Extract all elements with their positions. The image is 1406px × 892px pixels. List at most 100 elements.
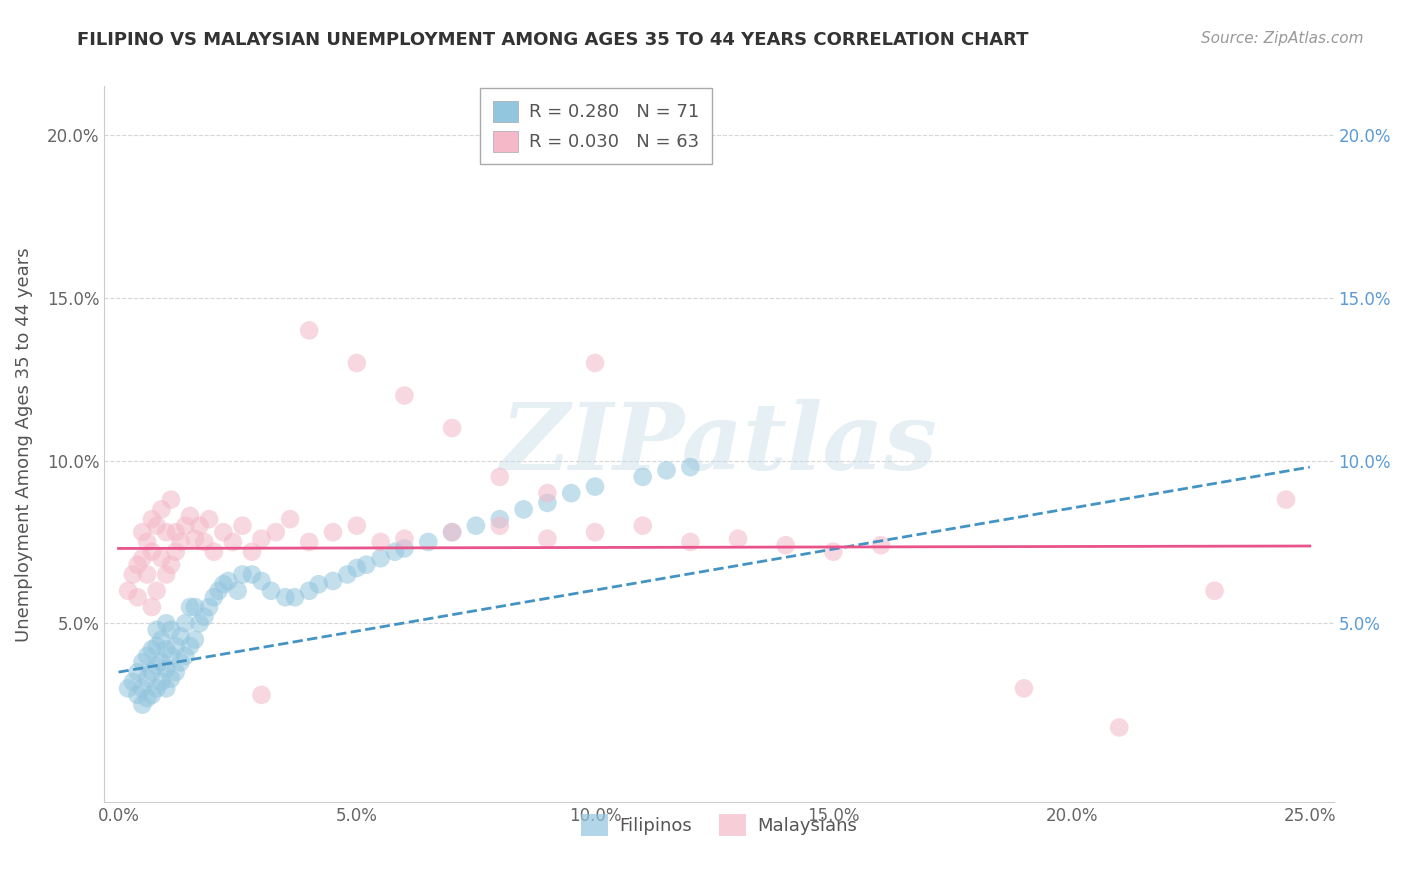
Point xyxy=(226,583,249,598)
Point xyxy=(136,691,159,706)
Point xyxy=(169,656,191,670)
Point xyxy=(160,492,183,507)
Point xyxy=(165,639,187,653)
Point xyxy=(631,470,654,484)
Point xyxy=(418,535,440,549)
Point xyxy=(222,535,245,549)
Point xyxy=(260,583,283,598)
Point xyxy=(655,463,678,477)
Point xyxy=(298,583,321,598)
Point xyxy=(583,525,606,540)
Point xyxy=(394,388,416,402)
Point xyxy=(160,558,183,572)
Point xyxy=(488,512,510,526)
Point xyxy=(179,600,201,615)
Point xyxy=(370,551,392,566)
Point xyxy=(775,538,797,552)
Point xyxy=(231,518,253,533)
Point xyxy=(188,616,211,631)
Point xyxy=(121,567,143,582)
Point xyxy=(174,616,197,631)
Point xyxy=(298,323,321,337)
Point xyxy=(127,665,149,679)
Point xyxy=(145,623,167,637)
Point xyxy=(1108,720,1130,734)
Point xyxy=(174,648,197,663)
Point xyxy=(560,486,582,500)
Point xyxy=(150,632,173,647)
Point xyxy=(356,558,378,572)
Point xyxy=(198,600,221,615)
Point xyxy=(370,535,392,549)
Point xyxy=(150,551,173,566)
Point xyxy=(155,616,177,631)
Text: FILIPINO VS MALAYSIAN UNEMPLOYMENT AMONG AGES 35 TO 44 YEARS CORRELATION CHART: FILIPINO VS MALAYSIAN UNEMPLOYMENT AMONG… xyxy=(77,31,1029,49)
Point xyxy=(160,623,183,637)
Point xyxy=(464,518,486,533)
Point xyxy=(131,698,153,712)
Point xyxy=(1012,681,1035,696)
Point xyxy=(131,681,153,696)
Point xyxy=(145,658,167,673)
Point xyxy=(212,577,235,591)
Point xyxy=(240,544,263,558)
Point xyxy=(131,656,153,670)
Point xyxy=(823,544,845,558)
Point xyxy=(250,688,273,702)
Point xyxy=(150,502,173,516)
Point xyxy=(160,672,183,686)
Point xyxy=(179,508,201,523)
Point xyxy=(184,532,207,546)
Point xyxy=(298,535,321,549)
Point xyxy=(727,532,749,546)
Point xyxy=(193,609,215,624)
Point xyxy=(184,632,207,647)
Point xyxy=(583,480,606,494)
Point xyxy=(136,535,159,549)
Point xyxy=(136,648,159,663)
Point xyxy=(207,583,229,598)
Point xyxy=(198,512,221,526)
Point xyxy=(394,541,416,556)
Point xyxy=(136,567,159,582)
Point xyxy=(536,486,558,500)
Y-axis label: Unemployment Among Ages 35 to 44 years: Unemployment Among Ages 35 to 44 years xyxy=(15,247,32,641)
Point xyxy=(145,639,167,653)
Point xyxy=(145,681,167,696)
Point xyxy=(202,591,225,605)
Point xyxy=(150,674,173,689)
Point xyxy=(536,496,558,510)
Point xyxy=(284,591,307,605)
Point xyxy=(679,460,702,475)
Point xyxy=(150,656,173,670)
Point xyxy=(202,544,225,558)
Point xyxy=(346,356,368,370)
Point xyxy=(131,551,153,566)
Point xyxy=(488,470,510,484)
Point xyxy=(441,525,464,540)
Point xyxy=(145,518,167,533)
Text: Source: ZipAtlas.com: Source: ZipAtlas.com xyxy=(1201,31,1364,46)
Point xyxy=(127,591,149,605)
Point xyxy=(165,665,187,679)
Point xyxy=(141,512,163,526)
Point xyxy=(193,535,215,549)
Point xyxy=(264,525,287,540)
Point xyxy=(131,525,153,540)
Point xyxy=(441,525,464,540)
Point xyxy=(117,583,139,598)
Point xyxy=(127,688,149,702)
Text: ZIPatlas: ZIPatlas xyxy=(501,400,938,490)
Point xyxy=(308,577,330,591)
Point xyxy=(155,567,177,582)
Point xyxy=(155,662,177,676)
Point xyxy=(141,665,163,679)
Point xyxy=(488,518,510,533)
Point xyxy=(169,535,191,549)
Point xyxy=(250,532,273,546)
Point xyxy=(141,688,163,702)
Point xyxy=(217,574,239,588)
Point xyxy=(127,558,149,572)
Point xyxy=(155,525,177,540)
Point xyxy=(346,561,368,575)
